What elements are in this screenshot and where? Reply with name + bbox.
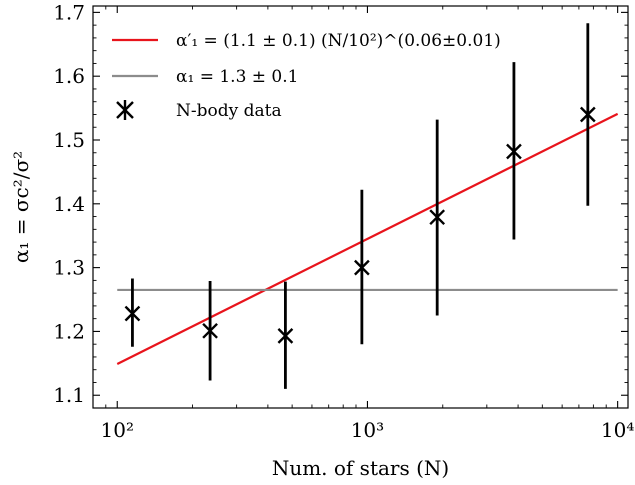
axes: 1.1 1.2 1.3 1.4 1.5 1.6 1.7 10² 10³ 10⁴ xyxy=(53,0,634,442)
y-tick-label: 1.2 xyxy=(53,319,85,343)
x-tick-label: 10² xyxy=(101,418,134,442)
y-tick-label: 1.5 xyxy=(53,128,85,152)
data-point-mark-b xyxy=(124,305,141,322)
plot-area xyxy=(116,23,619,389)
legend-label-0: α′₁ = (1.1 ± 0.1) (N/10²)^(0.06±0.01) xyxy=(176,31,501,51)
y-tick-label: 1.1 xyxy=(53,383,85,407)
data-point-mark-b xyxy=(506,143,522,160)
legend-entry-1: α₁ = 1.3 ± 0.1 xyxy=(112,67,298,87)
y-axis-label: α₁ = σc²/σ² xyxy=(9,151,33,263)
y-tick-label: 1.4 xyxy=(53,192,85,216)
legend-entry-2: N-body data xyxy=(116,100,282,121)
x-tick-label: 10³ xyxy=(351,418,384,442)
data-point-4 xyxy=(429,209,446,226)
y-tick-label: 1.7 xyxy=(53,0,85,24)
data-point-mark-b xyxy=(429,209,446,226)
legend: α′₁ = (1.1 ± 0.1) (N/10²)^(0.06±0.01) α₁ … xyxy=(112,31,501,121)
series-line-0 xyxy=(116,112,619,365)
data-point-mark-b xyxy=(277,328,294,344)
x-tick-label: 10⁴ xyxy=(601,418,634,442)
data-point-mark-b xyxy=(202,322,218,339)
data-point-1 xyxy=(202,322,218,339)
data-point-3 xyxy=(354,259,370,276)
legend-label-1: α₁ = 1.3 ± 0.1 xyxy=(176,67,298,87)
legend-label-2: N-body data xyxy=(176,101,282,121)
y-tick-label: 1.3 xyxy=(53,256,85,280)
data-point-2 xyxy=(277,328,294,344)
legend-entry-0: α′₁ = (1.1 ± 0.1) (N/10²)^(0.06±0.01) xyxy=(112,31,501,51)
data-point-0 xyxy=(124,305,141,322)
data-point-mark-b xyxy=(579,106,596,123)
x-axis-label: Num. of stars (N) xyxy=(272,456,449,480)
data-point-mark-b xyxy=(354,259,370,276)
axes-frame xyxy=(92,5,629,409)
data-point-6 xyxy=(579,106,596,123)
y-tick-label: 1.6 xyxy=(53,64,85,88)
data-point-5 xyxy=(506,143,522,160)
